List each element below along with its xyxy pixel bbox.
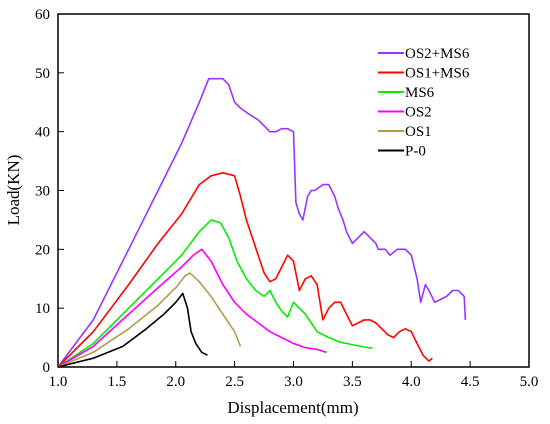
legend-label: OS1 xyxy=(405,124,432,140)
legend: OS2+MS6 OS1+MS6 MS6 OS2 OS1 P-0 xyxy=(378,46,470,160)
y-tick-label: 0 xyxy=(43,360,51,376)
legend-label: OS2 xyxy=(405,105,432,121)
y-tick-label: 10 xyxy=(35,301,50,317)
y-tick-label: 50 xyxy=(35,66,50,82)
y-tick-label: 60 xyxy=(35,7,50,23)
x-tick-label: 4.5 xyxy=(461,374,480,390)
legend-label: OS1+MS6 xyxy=(405,66,470,82)
series-line-4 xyxy=(57,272,242,368)
x-tick-label: 1.5 xyxy=(108,374,127,390)
y-axis-label: Load(KN) xyxy=(4,155,23,226)
x-axis-label: Displacement(mm) xyxy=(227,398,358,417)
y-tick-label: 40 xyxy=(35,125,50,141)
x-tick-label: 2.0 xyxy=(166,374,185,390)
x-tick-label: 5.0 xyxy=(520,374,539,390)
legend-label: MS6 xyxy=(405,85,435,101)
series-lines xyxy=(57,77,467,368)
x-tick-label: 4.0 xyxy=(402,374,421,390)
ticks: 1.0 1.5 2.0 2.5 3.0 3.5 4.0 4.5 5.0 0 10 20 30 40 50 60 xyxy=(35,7,538,390)
y-tick-label: 20 xyxy=(35,242,50,258)
legend-label: P-0 xyxy=(405,144,426,160)
series-line-0 xyxy=(57,77,467,368)
y-tick-label: 30 xyxy=(35,184,50,200)
x-tick-label: 3.0 xyxy=(284,374,303,390)
x-tick-label: 3.5 xyxy=(343,374,362,390)
series-line-3 xyxy=(57,248,327,368)
series-line-5 xyxy=(57,292,208,368)
series-line-1 xyxy=(57,172,433,368)
legend-label: OS2+MS6 xyxy=(405,46,470,62)
x-tick-label: 1.0 xyxy=(49,374,68,390)
series-line-2 xyxy=(57,219,373,368)
x-tick-label: 2.5 xyxy=(225,374,244,390)
